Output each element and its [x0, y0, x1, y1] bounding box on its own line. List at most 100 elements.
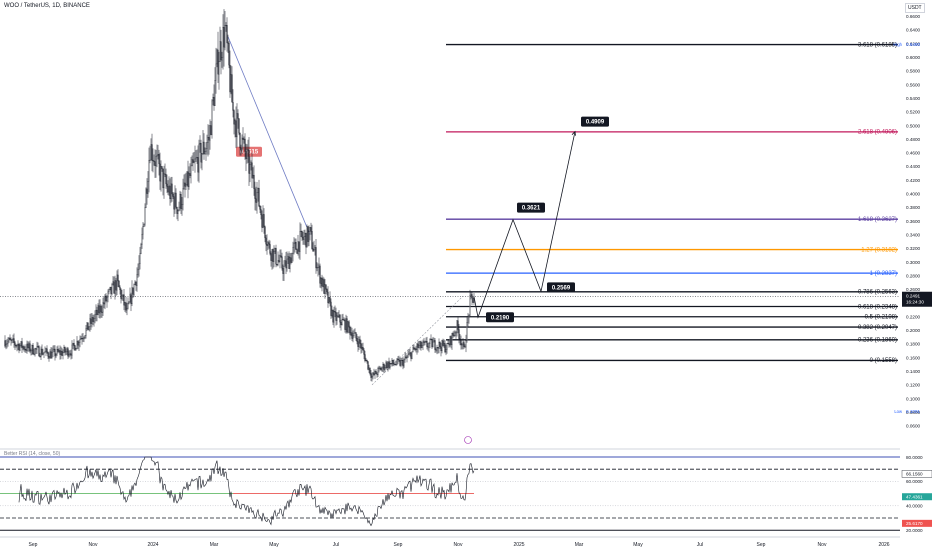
- projection-tag: [581, 116, 609, 127]
- candle-body: [40, 348, 42, 357]
- candle-body: [178, 206, 180, 211]
- candle-body: [19, 345, 21, 351]
- rsi-tick-label: 20.0000: [906, 528, 923, 533]
- candle-body: [104, 295, 106, 305]
- candle-body: [184, 182, 186, 187]
- time-tick-label: Sep: [29, 542, 38, 548]
- time-axis[interactable]: Sep Nov 2024 Mar May Jul Sep Nov 2025 Mar May Jul Se…: [29, 436, 890, 549]
- candle-body: [65, 351, 67, 353]
- candle-body: [125, 302, 127, 311]
- candle-body: [39, 355, 41, 357]
- candle-body: [80, 338, 82, 340]
- price-tick-label: 0.6400: [906, 28, 920, 33]
- candle-body: [138, 263, 140, 270]
- currency-badge[interactable]: USDT: [905, 3, 925, 13]
- price-candles[interactable]: [4, 9, 475, 382]
- candle-body: [95, 309, 97, 315]
- candle-body: [126, 307, 128, 311]
- candle-body: [354, 332, 356, 334]
- candle-body: [269, 244, 271, 254]
- candle-body: [94, 314, 96, 319]
- candle-body: [166, 183, 168, 187]
- candle-body: [117, 274, 119, 282]
- candle-body: [355, 332, 357, 339]
- candle-body: [360, 343, 362, 349]
- price-tick-label: 0.4400: [906, 164, 920, 169]
- time-tick-label: Sep: [757, 542, 766, 548]
- candle-body: [432, 341, 434, 348]
- candle-body: [151, 144, 153, 161]
- candle-body: [409, 352, 411, 354]
- candle-body: [154, 161, 156, 167]
- candle-body: [370, 373, 372, 378]
- candle-body: [336, 315, 338, 321]
- candle-body: [97, 305, 99, 315]
- candle-body: [468, 314, 470, 318]
- candle-body: [437, 347, 439, 349]
- candle-body: [330, 301, 332, 316]
- candle-body: [450, 336, 452, 345]
- candle-body: [75, 348, 77, 351]
- candle-body: [223, 27, 225, 48]
- candle-body: [286, 258, 288, 269]
- price-axis[interactable]: 0.6600 0.6400 0.6200 0.6000 0.5800 0.5600 0.54…: [893, 0, 932, 550]
- candle-body: [241, 137, 243, 151]
- candle-body: [380, 368, 382, 371]
- candle-body: [128, 301, 130, 304]
- candle-body: [257, 188, 259, 193]
- event-marker-icon[interactable]: [464, 436, 472, 444]
- candle-body: [68, 354, 70, 357]
- price-tick-label: 0.6600: [906, 14, 920, 19]
- downtrend-line: [227, 36, 311, 235]
- candle-body: [384, 367, 386, 370]
- candle-body: [188, 173, 190, 187]
- fib-label: 0.382 (0.2047): [858, 325, 897, 331]
- candle-body: [322, 279, 324, 287]
- candle-body: [361, 347, 363, 349]
- candle-body: [206, 142, 208, 149]
- candle-body: [368, 367, 370, 370]
- candle-body: [114, 280, 116, 294]
- rsi-mid-tag: [902, 493, 932, 501]
- candle-body: [261, 214, 263, 228]
- candle-body: [31, 345, 33, 351]
- candle-body: [386, 362, 388, 368]
- candle-body: [10, 339, 12, 341]
- candle-body: [37, 346, 39, 348]
- candle-body: [32, 345, 34, 355]
- price-tick-label: 0.3600: [906, 219, 920, 224]
- candle-body: [315, 247, 317, 269]
- candle-body: [84, 335, 86, 338]
- candle-body: [108, 289, 110, 293]
- candle-body: [465, 340, 467, 348]
- candle-body: [36, 346, 38, 350]
- candle-body: [168, 185, 170, 193]
- candle-body: [295, 242, 297, 250]
- candle-body: [308, 231, 310, 242]
- candle-body: [85, 328, 87, 336]
- candle-body: [21, 341, 23, 349]
- candle-body: [164, 173, 166, 175]
- candle-body: [369, 367, 371, 374]
- candle-body: [111, 283, 113, 294]
- fib-label: 0.618 (0.2348): [858, 304, 897, 310]
- candle-body: [311, 231, 313, 249]
- candle-body: [217, 49, 219, 75]
- last-price-value: 0.2491: [906, 294, 920, 299]
- candle-body: [425, 341, 427, 343]
- time-tick-label: Nov: [89, 542, 98, 548]
- candle-body: [448, 343, 450, 346]
- rsi-tick-label: 80.0000: [906, 455, 923, 460]
- rsi-current-tag: [901, 470, 932, 478]
- rsi-mid-value: 47.4361: [906, 495, 923, 500]
- candle-body: [284, 260, 286, 267]
- candle-body: [441, 340, 443, 352]
- candle-body: [231, 74, 233, 103]
- candle-body: [22, 346, 24, 349]
- candle-body: [137, 269, 139, 275]
- candle-body: [296, 249, 298, 254]
- candle-body: [264, 226, 266, 239]
- candle-body: [379, 367, 381, 369]
- candle-body: [96, 309, 98, 315]
- projection-tag-label: 0.2190: [491, 315, 510, 321]
